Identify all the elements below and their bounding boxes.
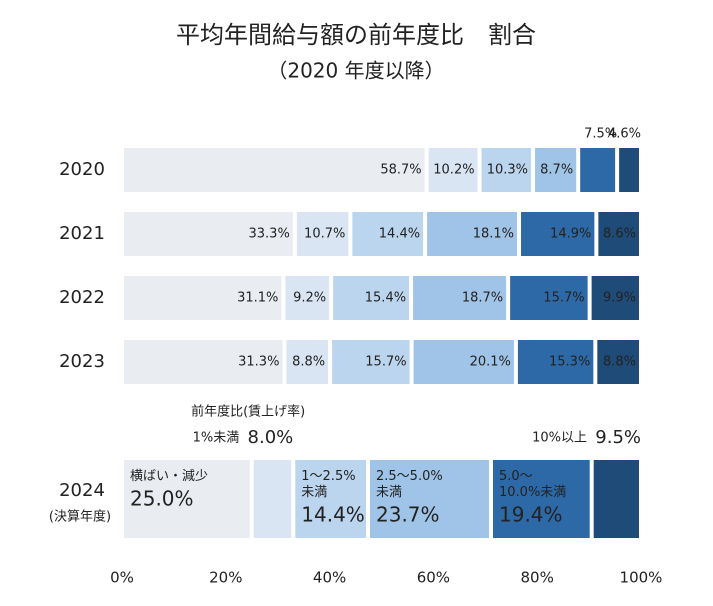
bar-segment: [597, 340, 639, 384]
bar-segment: [521, 212, 595, 256]
bar-segment: [124, 212, 293, 256]
legend-label: 1%未満: [193, 431, 240, 446]
value-label: 7.5%: [584, 127, 617, 142]
legend-label: 2.5～5.0%未満: [376, 469, 443, 500]
x-tick-label: 80%: [521, 569, 554, 587]
category-label: 2024: [59, 480, 105, 501]
bar-segment: [493, 460, 590, 538]
value-label: 10.7%: [304, 227, 345, 242]
bar-segment: [124, 460, 250, 538]
bar-segment: [593, 460, 639, 538]
value-label: 58.7%: [380, 163, 421, 178]
value-label: 8.8%: [603, 355, 636, 370]
bar-segment: [427, 212, 518, 256]
bar-segment: [413, 340, 514, 384]
bar-segment: [517, 340, 594, 384]
value-label: 8.0%: [248, 427, 294, 448]
bar-segment: [481, 148, 532, 192]
value-label: 18.1%: [473, 227, 514, 242]
chart-title: 平均年間給与額の前年度比 割合: [176, 21, 536, 49]
value-label: 4.6%: [608, 127, 641, 142]
value-label: 15.4%: [365, 291, 406, 306]
bar-segment: [510, 276, 588, 320]
category-label: 2020: [59, 159, 105, 180]
value-label: 31.3%: [238, 355, 279, 370]
x-tick-label: 0%: [110, 569, 134, 587]
bar-segment: [332, 340, 410, 384]
value-label: 14.4%: [379, 227, 420, 242]
bar-segment: [580, 148, 616, 192]
bar-segment: [413, 276, 507, 320]
value-label: 10.2%: [433, 163, 474, 178]
bar-segment: [370, 460, 490, 538]
category-label: 2023: [59, 351, 105, 372]
legend-label: 横ばい・減少: [130, 468, 208, 484]
bar-segment: [124, 148, 425, 192]
legend-label: 10%以上: [532, 431, 587, 446]
legend-title: 前年度比(賃上げ率): [191, 404, 305, 420]
bar-segment: [124, 340, 283, 384]
value-label: 14.9%: [550, 227, 591, 242]
bar-segment: [286, 340, 329, 384]
x-tick-label: 100%: [620, 569, 663, 587]
value-label: 25.0%: [130, 487, 194, 511]
legend-label: 1～2.5%未満: [301, 469, 355, 500]
category-label: 2021: [59, 223, 105, 244]
x-tick-label: 20%: [209, 569, 242, 587]
value-label: 15.3%: [549, 355, 590, 370]
bar-segment: [295, 460, 367, 538]
value-label: 9.9%: [603, 291, 636, 306]
value-label: 19.4%: [499, 503, 563, 527]
bar-segment: [428, 148, 478, 192]
bar-segment: [333, 276, 410, 320]
category-note: (決算年度): [49, 509, 111, 525]
bar-segment: [352, 212, 424, 256]
value-label: 20.1%: [470, 355, 511, 370]
value-label: 18.7%: [462, 291, 503, 306]
x-tick-label: 40%: [313, 569, 346, 587]
value-label: 23.7%: [376, 503, 440, 527]
value-label: 8.7%: [540, 163, 573, 178]
value-label: 33.3%: [249, 227, 290, 242]
bar-segment: [253, 460, 292, 538]
value-label: 8.6%: [603, 227, 636, 242]
bar-segment: [285, 276, 330, 320]
bar-segment: [296, 212, 349, 256]
bar-segment: [535, 148, 577, 192]
value-label: 31.1%: [237, 291, 278, 306]
chart-subtitle: （2020 年度以降）: [267, 59, 444, 83]
bar-segment: [619, 148, 639, 192]
value-label: 14.4%: [301, 503, 365, 527]
bar-segment: [598, 212, 639, 256]
value-label: 8.8%: [292, 355, 325, 370]
bar-segment: [591, 276, 639, 320]
category-label: 2022: [59, 287, 105, 308]
x-tick-label: 60%: [417, 569, 450, 587]
value-label: 9.2%: [293, 291, 326, 306]
value-label: 10.3%: [487, 163, 528, 178]
value-label: 15.7%: [365, 355, 406, 370]
value-label: 15.7%: [543, 291, 584, 306]
bar-segment: [124, 276, 282, 320]
legend-label: 5.0～ 10.0%未満: [499, 469, 566, 500]
value-label: 9.5%: [595, 427, 641, 448]
